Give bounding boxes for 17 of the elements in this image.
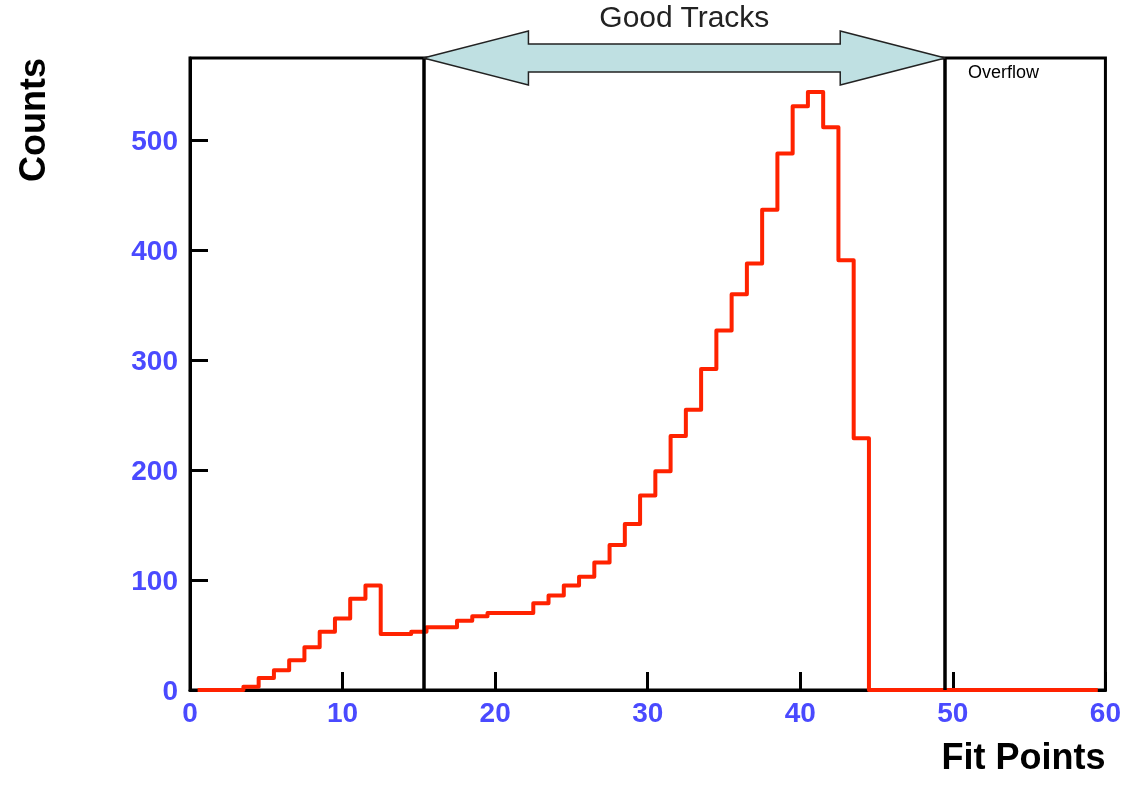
y-tick-label: 100 [131,564,178,596]
x-tick-label: 60 [1089,696,1122,728]
y-tick-label: 300 [131,344,178,376]
y-axis-title: Counts [11,58,53,182]
x-tick-label: 0 [182,696,198,728]
x-axis-title: Fit Points [941,735,1106,777]
x-tick-label: 40 [784,696,816,728]
x-tick-label: 10 [326,696,359,728]
x-tick-label: 20 [479,696,511,728]
x-tick-label: 30 [632,696,664,728]
y-tick-label: 0 [162,674,178,706]
y-tick-label: 500 [131,124,178,156]
x-tick-label: 50 [937,696,969,728]
y-tick-label: 200 [131,454,178,486]
text: Good Tracks [599,0,770,33]
annotation: Overflow [968,62,1041,82]
y-tick-label: 400 [131,234,178,266]
